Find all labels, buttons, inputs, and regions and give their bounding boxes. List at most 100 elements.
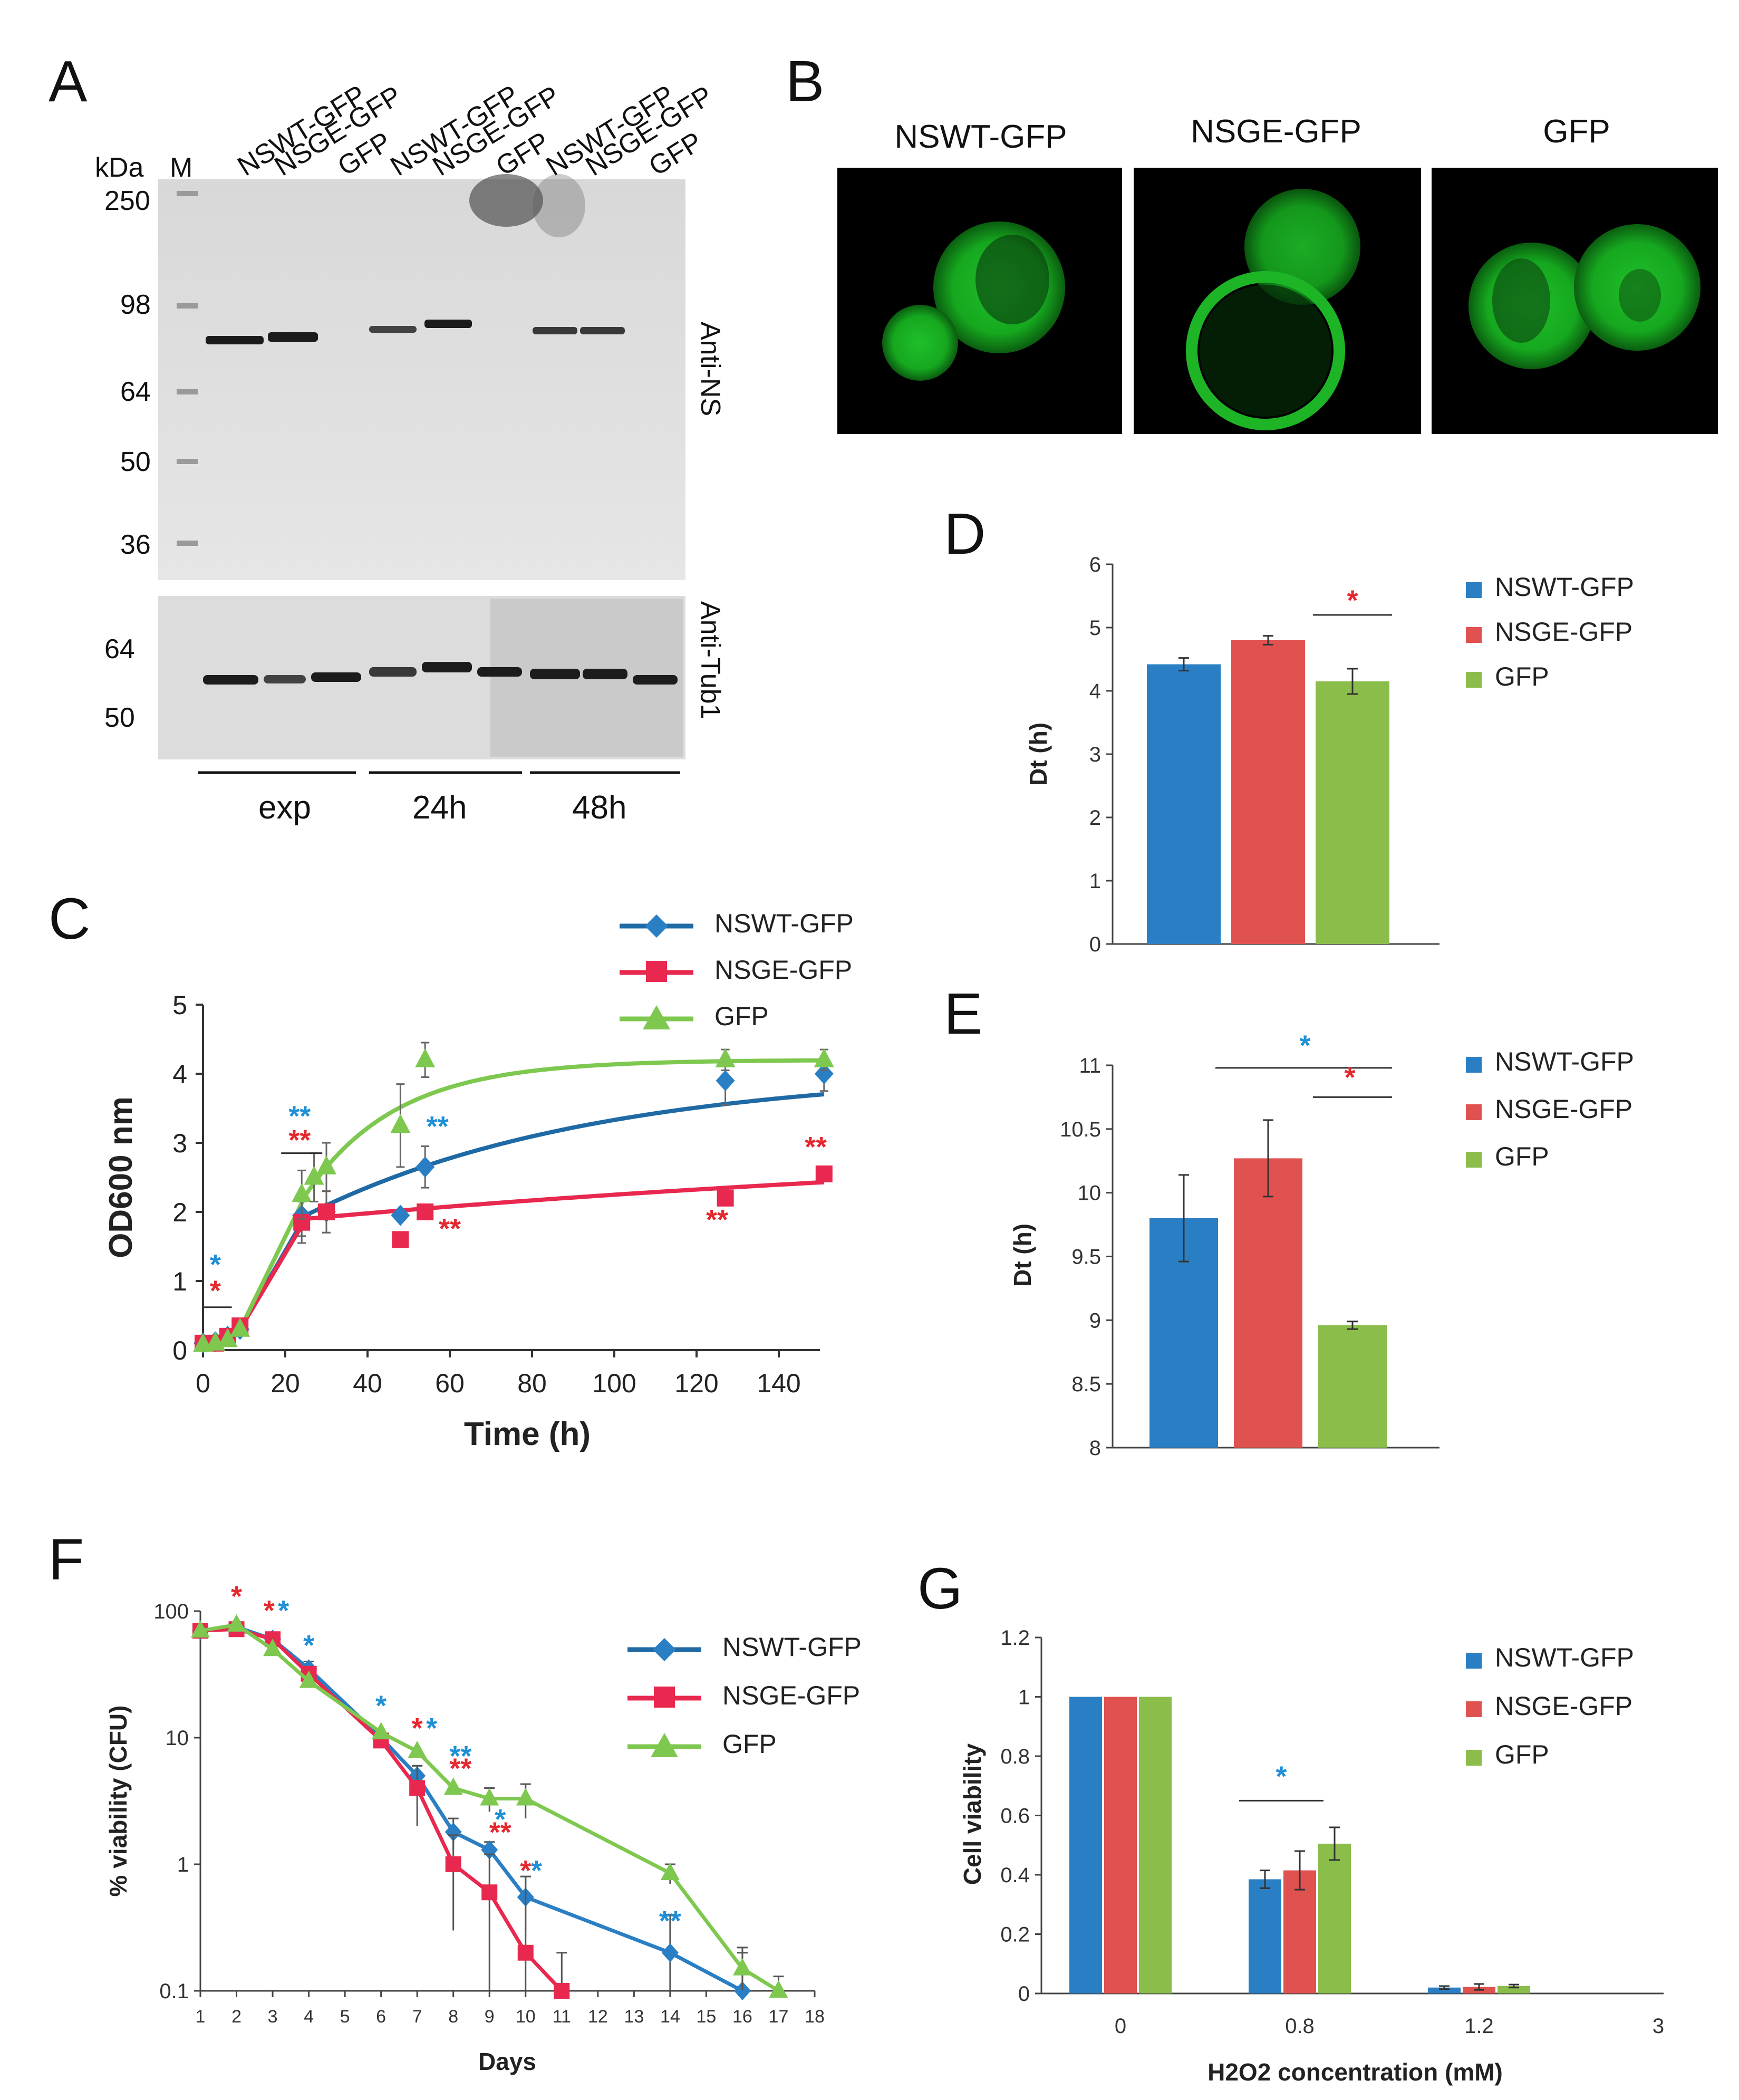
kda-label: kDa — [95, 152, 144, 183]
x-tick-label: 1.2 — [1464, 2015, 1494, 2038]
data-point-gfp — [390, 1114, 411, 1133]
y-tick-label: 0 — [1089, 933, 1101, 956]
data-point-wt — [416, 1156, 435, 1178]
cell-vacuole — [1200, 285, 1331, 417]
band-tub1 — [264, 675, 306, 683]
image-title-gfp: GFP — [1543, 113, 1610, 150]
significance-mark: * — [495, 1804, 506, 1835]
y-tick-label: 8.5 — [1071, 1373, 1101, 1396]
x-tick-label: 8 — [448, 2007, 458, 2027]
legend-label: NSGE-GFP — [1495, 617, 1632, 647]
panel-letter-b: B — [786, 49, 824, 114]
mw-mark: 64 — [104, 634, 135, 664]
legend-marker — [643, 1005, 670, 1029]
bar — [1069, 1697, 1102, 1993]
x-tick-label: 2 — [231, 2007, 241, 2027]
legend-label: NSGE-GFP — [722, 1681, 860, 1710]
y-tick-label: 10 — [1078, 1182, 1102, 1205]
band-tub1 — [477, 667, 522, 677]
band-tub1 — [583, 669, 627, 679]
mw-mark: 50 — [120, 447, 151, 477]
data-point-gfp — [814, 1048, 834, 1067]
bar — [1498, 1986, 1530, 1993]
legend-label: NSWT-GFP — [1495, 1643, 1634, 1672]
significance-mark: ** — [288, 1124, 311, 1156]
series-line — [200, 1627, 563, 1992]
band-tub1 — [422, 662, 472, 672]
x-tick-label: 0 — [1115, 2015, 1126, 2038]
mw-mark: 36 — [120, 529, 151, 560]
panel-letter-a: A — [49, 49, 88, 114]
legend-swatch — [1466, 627, 1482, 643]
significance-mark: ** — [449, 1740, 471, 1772]
cell — [882, 305, 958, 381]
x-tick-label: 6 — [376, 2007, 386, 2027]
legend-label: GFP — [714, 1001, 769, 1031]
y-tick-label: 0 — [172, 1336, 187, 1365]
x-tick-label: 120 — [674, 1369, 718, 1398]
significance-mark: ** — [288, 1100, 311, 1132]
significance-mark: ** — [489, 1817, 511, 1848]
x-tick-label: 60 — [435, 1369, 465, 1398]
data-point-gfp — [660, 1862, 680, 1880]
ladder-band — [177, 459, 198, 464]
data-point-gfp — [408, 1740, 427, 1758]
data-point-gfp — [191, 1620, 210, 1638]
band-ns-ge-24h — [424, 320, 472, 328]
x-tick-label: 4 — [304, 2007, 314, 2027]
y-tick-label: 1 — [1089, 870, 1101, 893]
band-ns-wt-24h — [369, 326, 417, 333]
antibody-anti-tub1: Anti-Tub1 — [695, 601, 726, 719]
mw-mark: 64 — [120, 377, 151, 407]
y-tick-label: 1 — [172, 1267, 187, 1296]
y-tick-label: 0.8 — [1000, 1745, 1030, 1768]
legend-label: NSGE-GFP — [1495, 1094, 1632, 1124]
y-tick-label: 3 — [1089, 743, 1101, 766]
legend-label: GFP — [1495, 662, 1549, 691]
band-tub1 — [633, 675, 678, 685]
band-tub1 — [530, 669, 580, 679]
ladder-band — [177, 191, 198, 196]
x-tick-label: 12 — [588, 2007, 608, 2027]
x-tick-label: 16 — [732, 2007, 752, 2027]
y-tick-label: 0.6 — [1000, 1805, 1030, 1828]
data-point-gfp — [371, 1722, 391, 1740]
significance-mark: * — [1299, 1030, 1310, 1062]
tub1-bands — [203, 662, 678, 685]
y-tick-label: 11 — [1079, 1054, 1101, 1077]
y-tick-label: 0 — [1018, 1982, 1030, 2006]
band-tub1 — [203, 675, 258, 685]
data-point-gfp — [316, 1155, 336, 1174]
data-point-ge — [318, 1203, 335, 1220]
marker-lane-label: M — [170, 152, 192, 183]
mw-mark: 98 — [120, 290, 151, 320]
ladder-band — [177, 541, 198, 546]
data-point-ge — [392, 1231, 409, 1248]
significance-mark: * — [426, 1712, 437, 1744]
x-axis-title: Time (h) — [464, 1416, 591, 1452]
legend-swatch — [1466, 1701, 1482, 1717]
legend-marker — [645, 914, 668, 938]
y-tick-label: 0.1 — [159, 1980, 189, 2003]
image-title-wt: NSWT-GFP — [894, 119, 1067, 155]
y-tick-label: 100 — [153, 1600, 189, 1623]
legend-label: GFP — [1495, 1740, 1549, 1769]
y-tick-label: 8 — [1089, 1437, 1101, 1460]
mw-labels-top: 250 98 64 50 36 — [104, 186, 151, 560]
y-tick-label: 1.2 — [1000, 1626, 1030, 1650]
significance-mark: ** — [449, 1753, 471, 1785]
significance-mark: ** — [427, 1111, 449, 1142]
x-tick-label: 3 — [1653, 2015, 1664, 2038]
significance-mark: ** — [706, 1204, 728, 1236]
panel-letter-c: C — [49, 887, 90, 951]
x-tick-label: 100 — [592, 1369, 636, 1398]
y-axis-title: Dt (h) — [1009, 1224, 1036, 1287]
significance-mark: * — [520, 1855, 531, 1886]
legend-swatch — [1466, 1104, 1482, 1120]
significance-mark: ** — [805, 1131, 827, 1163]
data-point-gfp — [299, 1670, 318, 1688]
bar — [1316, 681, 1389, 944]
x-tick-label: 20 — [270, 1369, 300, 1398]
ladder-band — [177, 389, 198, 394]
